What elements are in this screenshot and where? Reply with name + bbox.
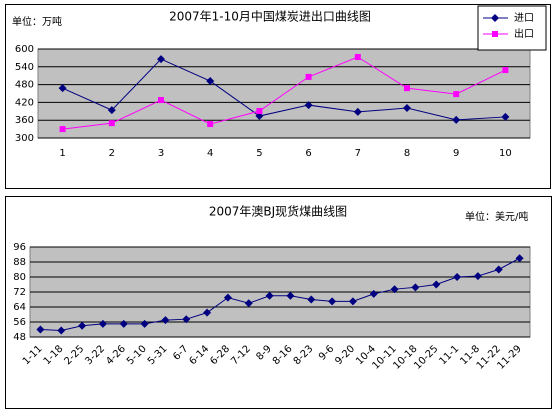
marker <box>353 107 362 116</box>
marker <box>494 265 503 274</box>
x-tick-label: 7 <box>355 148 361 159</box>
marker <box>207 121 214 128</box>
marker <box>403 104 411 113</box>
unit-label: 单位：美元/吨 <box>465 210 528 223</box>
marker <box>158 97 164 104</box>
x-tick-label: 9 <box>453 148 459 159</box>
x-tick-label: 4 <box>207 148 213 159</box>
marker <box>348 297 357 306</box>
x-tick-label: 1 <box>59 148 65 159</box>
marker <box>473 272 482 281</box>
chart-title: 2007年1-10月中国煤炭进出口曲线图 <box>169 9 371 24</box>
marker <box>452 115 461 124</box>
unit-label: 单位：万吨 <box>12 15 62 28</box>
y-tick-label: 540 <box>15 62 34 73</box>
marker <box>206 77 215 86</box>
marker <box>182 315 191 324</box>
y-tick-label: 96 <box>13 242 26 253</box>
marker <box>501 112 510 121</box>
y-tick-label: 300 <box>15 133 34 144</box>
marker <box>453 273 462 281</box>
marker <box>369 289 378 298</box>
chart-title: 2007年澳BJ现货煤曲线图 <box>209 204 347 219</box>
marker <box>256 108 263 115</box>
marker <box>453 91 460 98</box>
x-tick-label: 5 <box>256 148 262 159</box>
marker <box>59 126 66 133</box>
marker <box>36 325 45 334</box>
marker <box>354 54 361 61</box>
marker <box>140 319 149 328</box>
marker <box>404 85 410 92</box>
marker <box>223 293 232 302</box>
marker <box>78 321 87 330</box>
marker <box>157 55 165 64</box>
marker <box>57 326 66 335</box>
y-tick-label: 64 <box>13 302 26 313</box>
marker <box>107 106 116 115</box>
marker <box>492 31 498 37</box>
marker <box>304 101 313 110</box>
y-tick-label: 480 <box>15 80 34 91</box>
marker <box>244 299 253 308</box>
marker <box>98 319 107 328</box>
legend <box>477 5 547 51</box>
marker <box>502 67 509 74</box>
y-tick-label: 600 <box>15 44 34 55</box>
marker <box>328 297 337 306</box>
x-tick-label: 8 <box>404 148 410 159</box>
line <box>62 56 506 130</box>
y-tick-label: 48 <box>13 332 26 343</box>
legend-label: 进口 <box>514 12 534 24</box>
marker <box>432 280 441 289</box>
marker <box>265 291 274 300</box>
y-tick-label: 360 <box>15 115 34 126</box>
marker <box>203 308 212 317</box>
marker <box>161 316 170 325</box>
marker <box>286 291 295 300</box>
x-tick-label: 3 <box>158 148 164 159</box>
marker <box>411 283 420 292</box>
y-tick-label: 88 <box>13 257 26 268</box>
x-tick-label: 2 <box>109 148 115 159</box>
y-tick-label: 72 <box>13 287 26 298</box>
marker <box>108 120 115 127</box>
y-tick-label: 56 <box>13 317 26 328</box>
marker <box>119 319 128 328</box>
marker <box>255 112 264 121</box>
line <box>62 58 506 121</box>
marker <box>305 73 312 80</box>
marker <box>515 254 524 263</box>
x-tick-label: 6 <box>305 148 311 159</box>
legend-label: 出口 <box>514 27 534 40</box>
marker <box>58 84 67 93</box>
y-tick-label: 420 <box>15 97 34 108</box>
marker <box>307 295 316 304</box>
marker <box>390 285 399 294</box>
x-tick-label: 10 <box>499 148 512 159</box>
y-tick-label: 80 <box>13 272 26 283</box>
marker <box>491 14 499 22</box>
